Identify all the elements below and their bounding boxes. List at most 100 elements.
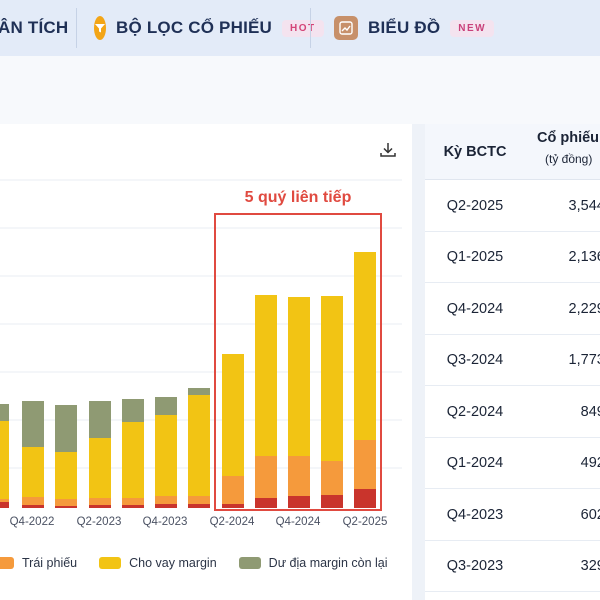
row-period: Q2-2025 <box>446 197 504 214</box>
bar-segment-stock <box>321 495 343 508</box>
row-stock-value: 3,544.90 <box>568 197 600 214</box>
legend-margin-room: Dư địa margin còn lại <box>238 556 388 570</box>
bar-segment-margin <box>222 354 244 476</box>
legend-margin: Cho vay margin <box>99 556 217 570</box>
bar-segment-margin <box>321 296 343 461</box>
table-row[interactable]: Q3-2024 1,773.12 <box>425 335 600 386</box>
new-badge: NEW <box>450 19 495 37</box>
annotation-label: 5 quý liên tiếp <box>245 189 352 206</box>
tab-phan-tich-label: ÂN TÍCH <box>0 18 69 37</box>
bar-segment-margin-room <box>89 401 111 438</box>
legend-swatch <box>0 557 14 569</box>
bar-segment-margin <box>255 295 277 456</box>
data-table: Kỳ BCTC Cổ phiếu (tỷ đồng) Q2-2025 3,544.… <box>425 124 600 600</box>
bar-segment-margin-room <box>188 388 210 395</box>
bar-segment-bond <box>288 456 310 496</box>
download-icon[interactable] <box>378 140 398 160</box>
bar-segment-stock <box>89 505 111 508</box>
bar-segment-stock <box>155 504 177 508</box>
legend-swatch <box>238 557 261 569</box>
bar-segment-stock <box>188 504 210 508</box>
bar-segment-stock <box>55 506 77 508</box>
legend-bond: Trái phiếu <box>0 556 77 570</box>
chart-legend: Trái phiếu Cho vay margin Dư địa margin … <box>0 553 410 573</box>
bar-segment-stock <box>22 505 44 508</box>
sub-toolbar <box>0 56 600 124</box>
x-tick-label: Q2-2025 <box>343 516 388 528</box>
legend-label: Trái phiếu <box>22 556 78 570</box>
table-header: Kỳ BCTC Cổ phiếu (tỷ đồng) <box>425 124 600 180</box>
row-stock-value: 329.75 <box>580 558 600 574</box>
bar-segment-margin-room <box>22 401 44 447</box>
hot-badge: HOT <box>282 19 324 37</box>
table-row[interactable]: Q4-2023 602.74 <box>425 489 600 541</box>
x-tick-label: Q4-2023 <box>143 516 188 528</box>
top-navbar: ÂN TÍCH BỘ LỌC CỔ PHIẾU HOT BIỂU ĐỒ NEW <box>0 0 600 56</box>
bar-segment-margin <box>22 447 44 497</box>
tab-stock-filter[interactable]: BỘ LỌC CỔ PHIẾU HOT <box>78 0 324 56</box>
row-stock-value: 2,229.06 <box>568 300 600 317</box>
row-stock-value: 1,773.12 <box>568 352 600 368</box>
x-tick-label: Q2-2023 <box>77 516 122 528</box>
row-period: Q4-2023 <box>446 506 504 523</box>
bar-segment-bond <box>22 497 44 505</box>
bar-segment-margin <box>0 421 9 499</box>
table-row[interactable]: Q1-2024 492.38 <box>425 438 600 489</box>
x-tick-label: Q4-2024 <box>276 516 321 528</box>
bar-segment-stock <box>354 489 376 508</box>
x-tick-label: Q4-2022 <box>10 516 55 528</box>
tab-chart[interactable]: BIỂU ĐỒ NEW <box>318 0 548 56</box>
bar-segment-bond <box>321 461 343 495</box>
bar-segment-stock <box>288 496 310 508</box>
tab-chart-label: BIỂU ĐỒ <box>368 18 441 37</box>
row-stock-value: 849.34 <box>580 403 600 420</box>
header-period: Kỳ BCTC <box>443 144 507 160</box>
bar-segment-bond <box>255 456 277 498</box>
bar-segment-margin <box>188 395 210 496</box>
row-stock-value: 602.74 <box>580 506 600 523</box>
bar-segment-stock <box>222 504 244 508</box>
bar-segment-bond <box>188 496 210 504</box>
legend-label: Cho vay margin <box>129 556 217 570</box>
row-period: Q4-2024 <box>446 300 504 317</box>
chart-panel <box>0 124 412 600</box>
tab-divider <box>310 8 311 48</box>
highlight-box <box>214 213 382 511</box>
bar-segment-bond <box>89 498 111 505</box>
bar-segment-bond <box>122 498 144 505</box>
table-row[interactable]: Q2-2024 849.34 <box>425 386 600 438</box>
tab-stock-filter-label: BỘ LỌC CỔ PHIẾU <box>116 18 273 37</box>
bar-segment-margin-room <box>155 397 177 415</box>
bar-segment-stock <box>0 502 9 508</box>
legend-label: Dư địa margin còn lại <box>268 556 388 570</box>
row-period: Q1-2025 <box>446 249 504 265</box>
bar-segment-bond <box>155 496 177 504</box>
bar-segment-margin <box>288 297 310 456</box>
row-period: Q1-2024 <box>446 455 504 471</box>
table-row[interactable]: Q4-2024 2,229.06 <box>425 283 600 335</box>
bar-segment-margin-room <box>122 399 144 422</box>
row-period: Q2-2024 <box>446 403 504 420</box>
header-stock-unit: (tỷ đồng) <box>545 152 593 166</box>
legend-swatch <box>99 557 122 569</box>
bar-segment-margin <box>55 452 77 499</box>
bar-segment-margin <box>155 415 177 496</box>
chart-icon <box>334 16 358 40</box>
bar-segment-margin <box>122 422 144 498</box>
row-period: Q3-2023 <box>446 558 504 574</box>
bar-segment-margin <box>89 438 111 498</box>
bar-segment-margin <box>354 252 376 440</box>
stacked-bar-chart: Q4-2022 Q2-2023 Q4-2023 Q2-2024 Q4-2024 Q2-20… <box>0 179 402 528</box>
header-stock-title: Cổ phiếu <box>537 130 600 146</box>
x-tick-label: Q2-2024 <box>210 516 255 528</box>
table-row[interactable]: Q3-2023 329.75 <box>425 541 600 592</box>
row-stock-value: 492.38 <box>580 455 600 471</box>
bar-segment-bond <box>0 499 9 502</box>
filter-icon <box>94 16 106 40</box>
bar-segment-bond <box>55 499 77 506</box>
tab-phan-tich[interactable]: ÂN TÍCH <box>0 0 78 56</box>
bar-segment-stock <box>122 505 144 508</box>
table-row[interactable]: Q2-2025 3,544.90 <box>425 180 600 232</box>
table-row[interactable]: Q1-2025 2,136.21 <box>425 232 600 283</box>
row-period: Q3-2024 <box>446 352 504 368</box>
